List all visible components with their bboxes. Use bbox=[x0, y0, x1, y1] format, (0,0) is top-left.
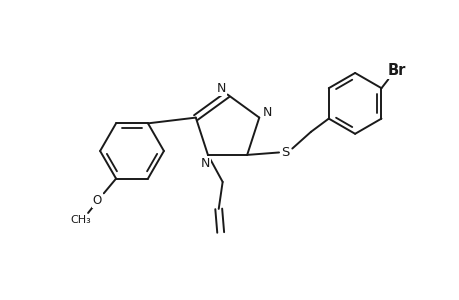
Text: N: N bbox=[201, 157, 210, 170]
Text: Br: Br bbox=[387, 63, 405, 78]
Text: S: S bbox=[280, 146, 289, 159]
Text: N: N bbox=[217, 82, 226, 95]
Text: CH₃: CH₃ bbox=[70, 215, 91, 225]
Text: N: N bbox=[262, 106, 271, 119]
Text: O: O bbox=[93, 194, 102, 207]
